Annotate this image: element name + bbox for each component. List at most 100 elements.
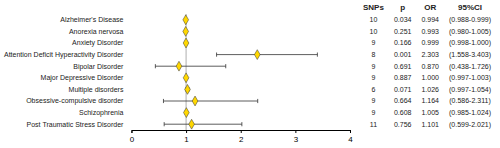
table-cell: 0.664 [394,97,412,104]
x-tick-mark [350,130,351,133]
ci-row [184,108,190,118]
ci-row [183,38,189,48]
ci-cap-lower [164,122,165,126]
ci-row [183,26,189,36]
row-labels: Alzheimer's Disease Anorexia nervosa Anxie… [4,16,124,127]
x-tick: 4 [348,130,353,144]
x-axis-line [132,131,351,134]
table-cell: 8 [372,51,376,58]
row-label: Obsessive-compulsive disorder [26,97,124,105]
table-cell: 0.870 [421,63,439,70]
odds-ratio-marker [176,61,182,71]
x-tick: 1 [184,130,189,144]
table-cell: 9 [372,109,376,116]
ci-row [155,61,225,71]
x-tick-label: 1 [184,135,189,144]
ci-line [164,124,242,125]
table-cell: 9 [372,63,376,70]
row-label: Anxiety Disorder [72,39,124,47]
x-tick: 2 [239,130,244,144]
ci-cap-upper [257,99,258,103]
table-cell: (0.985-1.024) [449,109,491,117]
table-cell: 0.994 [421,16,439,23]
ci-row [164,119,242,129]
row-label: Anorexia nervosa [69,28,124,35]
table-cell: 9 [372,97,376,104]
ci-cap-lower [216,53,217,57]
x-tick-mark [241,130,242,133]
table-cell: 1.026 [421,86,439,93]
chart: Alzheimer's Disease Anorexia nervosa Anxie… [0,0,500,148]
ci-line [155,66,225,67]
ci-row [217,50,318,60]
table-cell: 9 [372,39,376,46]
table-cell: 6 [372,86,376,93]
x-tick-label: 2 [239,135,244,144]
row-label: Alzheimer's Disease [60,16,123,23]
table-cell: 0.608 [394,109,412,116]
row-label: Multiple disorders [69,86,124,94]
table-cell: (0.997-1.054) [449,86,491,94]
ci-cap-lower [163,99,164,103]
x-tick-mark [186,130,187,133]
table-cell: 0.999 [421,39,439,46]
table-cell: (0.586-2.311) [449,97,491,105]
row-label: Major Depressive Disorder [41,74,125,82]
table-column: SNPs 10 10 9 8 9 9 6 9 9 11 [363,3,384,128]
odds-ratio-marker [184,108,190,118]
row-label: Schizophrenia [79,109,123,117]
ci-row [185,84,191,94]
x-tick-mark [131,130,132,133]
table-cell: (0.997-1.003) [449,74,491,82]
column-header: SNPs [363,3,384,12]
table-cell: 2.303 [421,51,439,58]
x-axis: 0 1 2 3 4 [130,130,354,144]
ci-row [183,73,189,83]
table-cell: 10 [370,28,378,35]
x-tick: 0 [130,130,135,144]
table-column: OR0.9940.9930.9992.3030.8701.0001.0261.1… [421,3,439,128]
row-label: Bipolar Disorder [73,63,124,71]
table-cell: 11 [370,121,377,128]
x-tick-mark [295,130,296,133]
ci-cap-upper [225,64,226,68]
table-cell: (0.980-1.005) [449,28,491,36]
table-cell: 1.101 [421,121,439,128]
table-cell: 1.000 [421,74,439,81]
column-header: OR [424,3,436,12]
ci-cap-upper [241,122,242,126]
table-cell: (0.438-1.726) [449,63,491,71]
odds-ratio-marker [183,38,189,48]
ci-cap-upper [317,53,318,57]
odds-ratio-marker [254,50,260,60]
table-cell: (1.558-3.403) [449,51,491,59]
table-column: p0.0340.2510.1660.0010.6910.8870.0710.66… [394,3,412,128]
x-tick: 3 [294,130,299,144]
table-cell: 0.691 [394,63,412,70]
table-cell: 10 [370,16,378,23]
odds-ratio-marker [183,15,189,25]
table-cell: 9 [372,74,376,81]
odds-ratio-marker [189,119,195,129]
table-cell: 0.756 [394,121,412,128]
table-cell: 0.034 [394,16,412,23]
plot-marks [155,14,317,130]
ci-cap-lower [155,64,156,68]
table: SNPs 10 10 9 8 9 9 6 9 9 11 p0.0340.2510.1660.0010.… [363,3,491,129]
x-tick-label: 0 [130,135,135,144]
odds-ratio-marker [183,26,189,36]
table-cell: 0.166 [394,39,412,46]
column-header: 95%CI [458,3,482,12]
ci-line [217,54,318,55]
odds-ratio-marker [183,73,189,83]
odds-ratio-marker [185,84,191,94]
table-cell: 1.164 [421,97,439,104]
row-label: Attention Deficit Hyperactivity Disorder [4,51,124,59]
x-tick-label: 4 [348,135,353,144]
ci-row [163,96,257,106]
table-cell: (0.988-0.999) [449,16,491,24]
table-cell: (0.599-2.021) [449,121,491,129]
x-tick-label: 3 [294,135,299,144]
table-cell: 0.071 [394,86,412,93]
table-cell: (0.998-1.000) [449,39,491,47]
